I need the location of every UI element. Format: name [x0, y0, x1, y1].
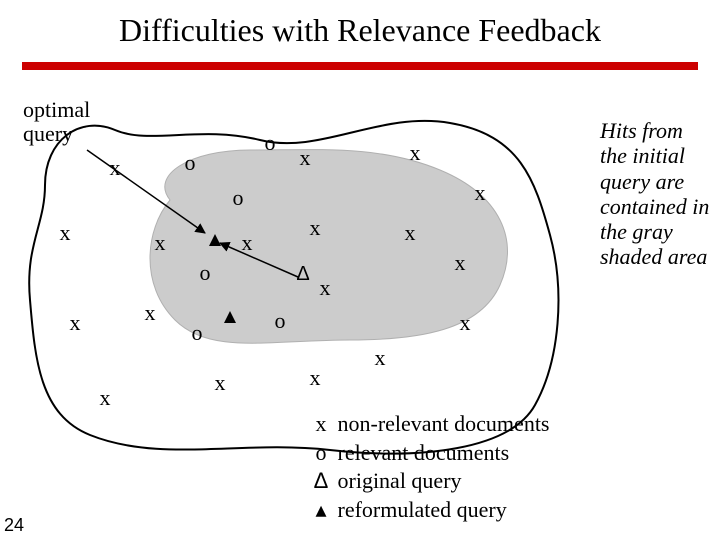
legend-row-delta: Δ original query: [310, 467, 550, 496]
svg-text:x: x: [375, 345, 386, 370]
svg-text:x: x: [110, 155, 121, 180]
title-rule: [22, 62, 698, 70]
svg-text:x: x: [310, 365, 321, 390]
legend-row-triangle: ▴ reformulated query: [310, 496, 550, 525]
svg-text:o: o: [200, 260, 211, 285]
optimal-label-line1: optimal: [23, 97, 90, 122]
optimal-label-line2: query: [23, 121, 73, 146]
svg-text:x: x: [460, 310, 471, 335]
svg-text:x: x: [310, 215, 321, 240]
svg-text:x: x: [455, 250, 466, 275]
svg-text:x: x: [215, 370, 226, 395]
svg-text:x: x: [60, 220, 71, 245]
svg-text:o: o: [192, 320, 203, 345]
legend: x non-relevant documents o relevant docu…: [310, 410, 550, 524]
optimal-query-label: optimal query: [23, 98, 90, 146]
svg-text:Δ: Δ: [296, 263, 309, 285]
page-number: 24: [4, 515, 24, 536]
svg-text:x: x: [320, 275, 331, 300]
svg-text:x: x: [70, 310, 81, 335]
side-annotation: Hits from the initial query are containe…: [600, 118, 720, 270]
svg-text:x: x: [410, 140, 421, 165]
svg-text:x: x: [475, 180, 486, 205]
svg-text:x: x: [405, 220, 416, 245]
svg-text:x: x: [300, 145, 311, 170]
svg-text:o: o: [233, 185, 244, 210]
legend-row-x: x non-relevant documents: [310, 410, 550, 439]
page-title: Difficulties with Relevance Feedback: [0, 12, 720, 49]
svg-text:x: x: [145, 300, 156, 325]
svg-text:o: o: [265, 130, 276, 155]
svg-text:x: x: [100, 385, 111, 410]
svg-text:x: x: [155, 230, 166, 255]
legend-row-o: o relevant documents: [310, 439, 550, 468]
svg-text:x: x: [242, 230, 253, 255]
svg-text:o: o: [275, 308, 286, 333]
svg-text:o: o: [185, 150, 196, 175]
